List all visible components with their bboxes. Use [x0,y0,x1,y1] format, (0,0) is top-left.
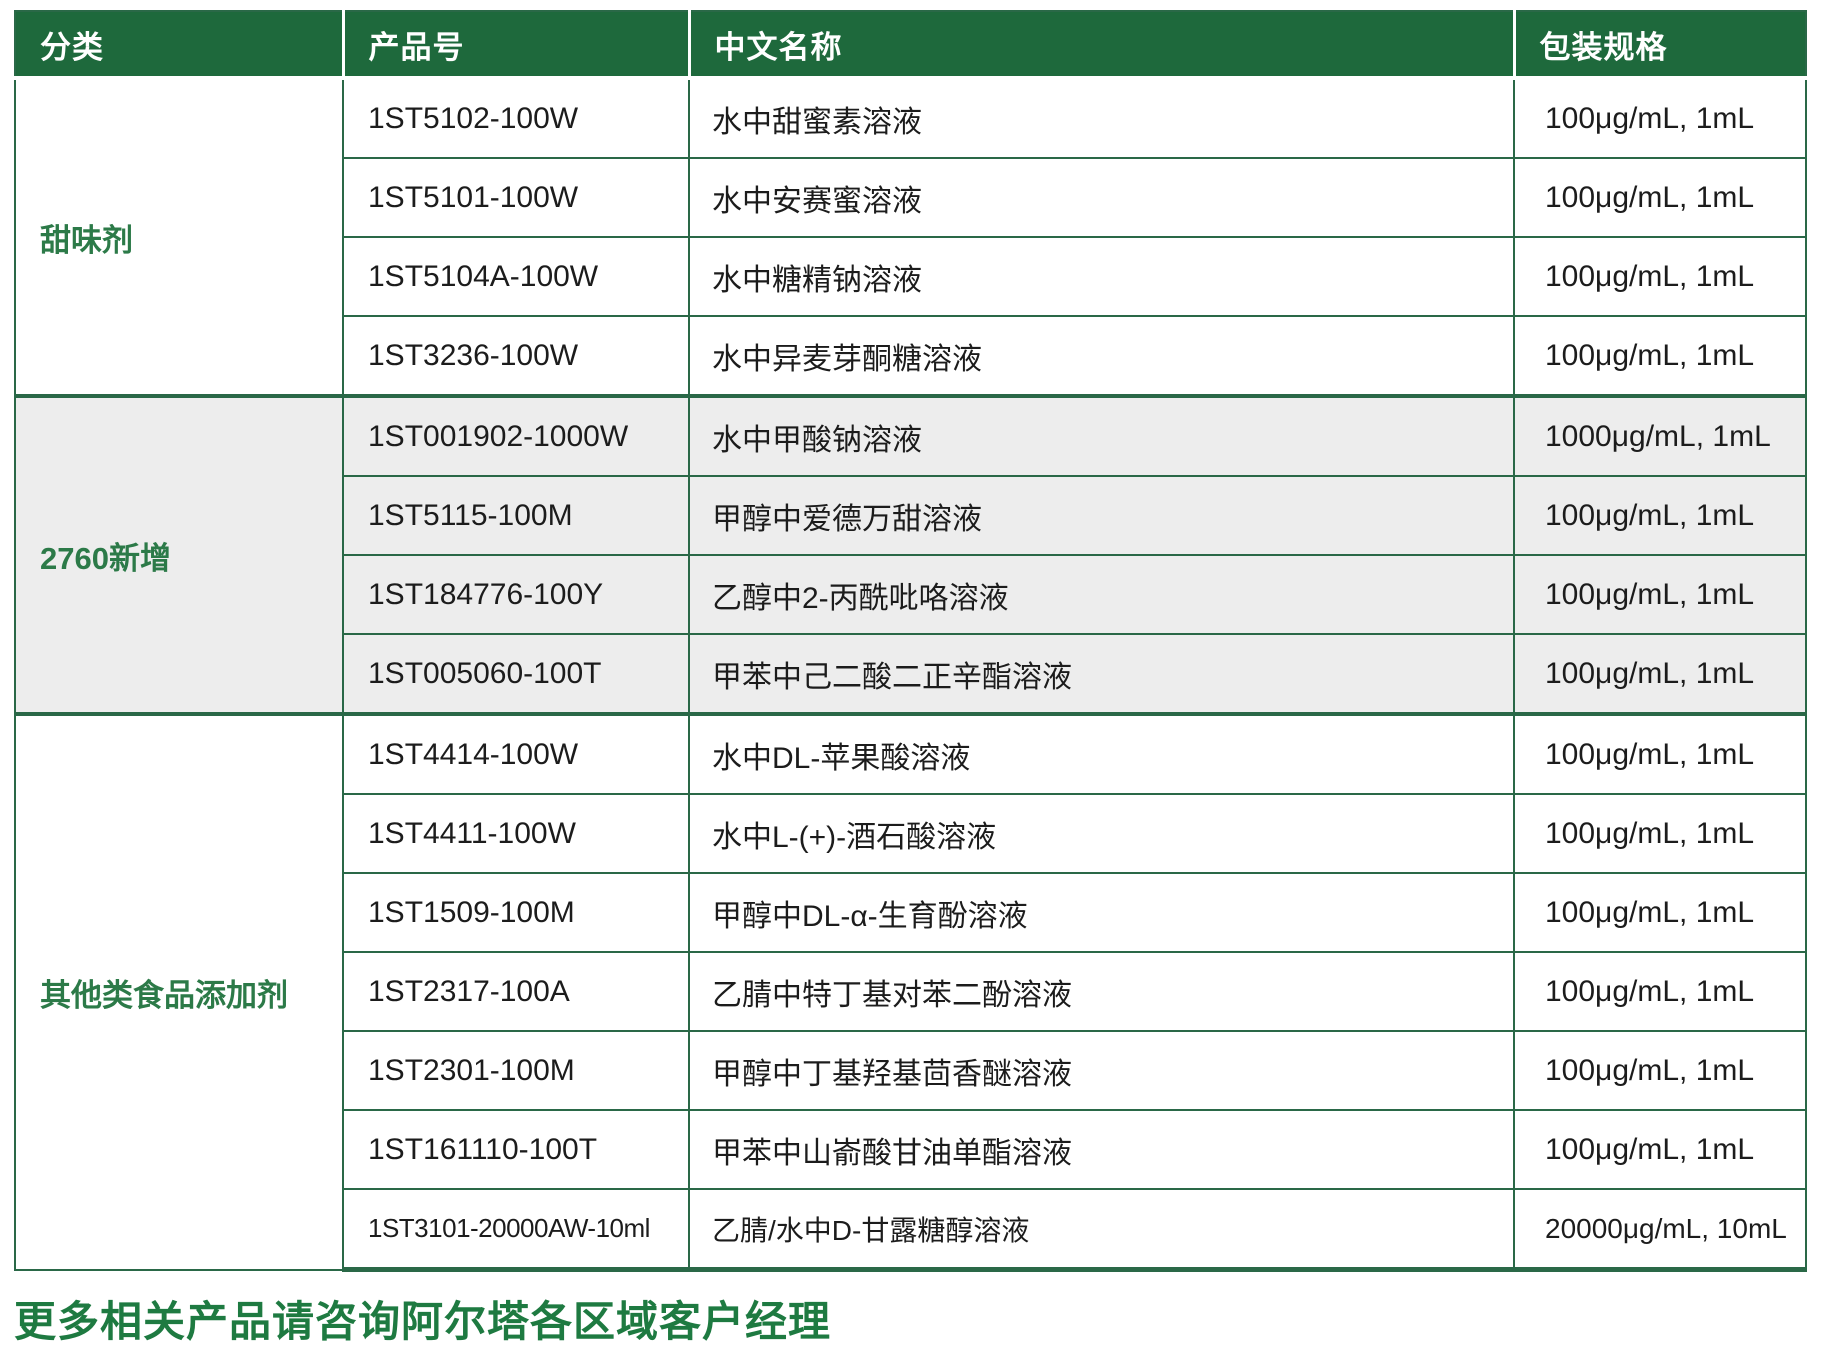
pack-spec-cell: 100μg/mL, 1mL [1513,1030,1807,1111]
pack-spec-cell: 100μg/mL, 1mL [1513,77,1807,159]
table-row: 1ST2301-100M 甲醇中丁基羟基茴香醚溶液 100μg/mL, 1mL [15,1030,1807,1111]
pack-spec-cell: 100μg/mL, 1mL [1513,315,1807,397]
column-header-category: 分类 [14,10,345,80]
table-row: 1ST1509-100M 甲醇中DL-α-生育酚溶液 100μg/mL, 1mL [15,872,1807,953]
product-no-cell: 1ST5115-100M [342,475,690,556]
pack-spec-cell: 100μg/mL, 1mL [1513,157,1807,238]
chinese-name-cell: 甲醇中DL-α-生育酚溶液 [688,872,1515,953]
pack-spec-cell: 20000μg/mL, 10mL [1513,1188,1807,1272]
pack-spec-cell: 100μg/mL, 1mL [1513,793,1807,874]
table-row: 甜味剂 1ST5102-100W 水中甜蜜素溶液 100μg/mL, 1mL [14,77,1807,397]
product-no-cell: 1ST1509-100M [342,872,690,953]
product-no-cell: 1ST4411-100W [342,793,690,874]
category-cell-2760-new: 2760新增 [14,394,344,715]
chinese-name-cell: 甲醇中丁基羟基茴香醚溶液 [688,1030,1515,1111]
chinese-name-cell: 甲苯中己二酸二正辛酯溶液 [688,633,1515,715]
chinese-name-cell: 水中异麦芽酮糖溶液 [688,315,1515,397]
product-no-cell: 1ST2301-100M [342,1030,690,1111]
table-row: 1ST5115-100M 甲醇中爱德万甜溶液 100μg/mL, 1mL [15,475,1807,556]
pack-spec-cell: 100μg/mL, 1mL [1513,554,1807,635]
table-row: 2760新增 1ST001902-1000W 水中甲酸钠溶液 1000μg/mL… [14,394,1807,715]
product-no-cell: 1ST5104A-100W [342,236,690,317]
footer-note: 更多相关产品请咨询阿尔塔各区域客户经理 [14,1298,832,1345]
table-row: 1ST5101-100W 水中安赛蜜溶液 100μg/mL, 1mL [15,157,1807,238]
column-header-chinese-name: 中文名称 [687,10,1516,80]
pack-spec-cell: 100μg/mL, 1mL [1513,1109,1807,1190]
chinese-name-cell: 乙醇中2-丙酰吡咯溶液 [688,554,1515,635]
chinese-name-cell: 乙腈中特丁基对苯二酚溶液 [688,951,1515,1032]
product-no-cell: 1ST3101-20000AW-10ml [342,1188,690,1272]
product-no-cell: 1ST5101-100W [342,157,690,238]
product-no-cell: 1ST3236-100W [342,315,690,397]
chinese-name-cell: 水中安赛蜜溶液 [688,157,1515,238]
table-row: 1ST161110-100T 甲苯中山嵛酸甘油单酯溶液 100μg/mL, 1m… [15,1109,1807,1190]
chinese-name-cell: 乙腈/水中D-甘露糖醇溶液 [688,1188,1515,1272]
product-no-cell: 1ST161110-100T [342,1109,690,1190]
chinese-name-cell: 甲醇中爱德万甜溶液 [688,475,1515,556]
column-header-product-no: 产品号 [341,10,691,80]
table-row: 1ST2317-100A 乙腈中特丁基对苯二酚溶液 100μg/mL, 1mL [15,951,1807,1032]
pack-spec-cell: 100μg/mL, 1mL [1513,475,1807,556]
product-no-cell: 1ST184776-100Y [342,554,690,635]
table-row: 1ST184776-100Y 乙醇中2-丙酰吡咯溶液 100μg/mL, 1mL [15,554,1807,635]
table-row: 1ST4411-100W 水中L-(+)-酒石酸溶液 100μg/mL, 1mL [15,793,1807,874]
chinese-name-cell: 水中甲酸钠溶液 [688,394,1515,477]
chinese-name-cell: 水中L-(+)-酒石酸溶液 [688,793,1515,874]
table-row: 1ST3101-20000AW-10ml 乙腈/水中D-甘露糖醇溶液 20000… [15,1188,1807,1272]
column-header-pack-spec: 包装规格 [1512,10,1807,80]
product-no-cell: 1ST001902-1000W [342,394,690,477]
header-row: 分类 产品号 中文名称 包装规格 [14,10,1807,80]
pack-spec-cell: 100μg/mL, 1mL [1513,712,1807,795]
table-row: 其他类食品添加剂 1ST4414-100W 水中DL-苹果酸溶液 100μg/m… [14,712,1807,1271]
product-table: 分类 产品号 中文名称 包装规格 甜味剂 1ST5102-100W 水中甜蜜素溶… [14,10,1807,1272]
pack-spec-cell: 100μg/mL, 1mL [1513,951,1807,1032]
product-no-cell: 1ST2317-100A [342,951,690,1032]
product-no-cell: 1ST4414-100W [342,712,690,795]
pack-spec-cell: 100μg/mL, 1mL [1513,872,1807,953]
category-cell-other-additives: 其他类食品添加剂 [14,712,344,1271]
chinese-name-cell: 水中DL-苹果酸溶液 [688,712,1515,795]
table-row: 1ST3236-100W 水中异麦芽酮糖溶液 100μg/mL, 1mL [15,315,1807,397]
chinese-name-cell: 水中糖精钠溶液 [688,236,1515,317]
chinese-name-cell: 甲苯中山嵛酸甘油单酯溶液 [688,1109,1515,1190]
pack-spec-cell: 1000μg/mL, 1mL [1513,394,1807,477]
table-row: 1ST005060-100T 甲苯中己二酸二正辛酯溶液 100μg/mL, 1m… [15,633,1807,715]
product-no-cell: 1ST005060-100T [342,633,690,715]
category-cell-sweeteners: 甜味剂 [14,77,344,397]
pack-spec-cell: 100μg/mL, 1mL [1513,633,1807,715]
pack-spec-cell: 100μg/mL, 1mL [1513,236,1807,317]
product-no-cell: 1ST5102-100W [342,77,690,159]
table-row: 1ST5104A-100W 水中糖精钠溶液 100μg/mL, 1mL [15,236,1807,317]
chinese-name-cell: 水中甜蜜素溶液 [688,77,1515,159]
